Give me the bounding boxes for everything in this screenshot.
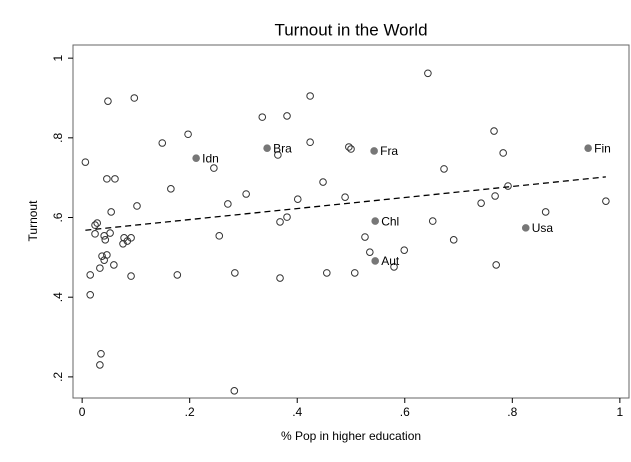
point — [492, 261, 500, 269]
chart-title: Turnout in the World — [274, 20, 427, 39]
point — [541, 208, 550, 216]
fit-line — [85, 176, 606, 231]
point-label: Fra — [380, 144, 398, 158]
point — [276, 274, 284, 282]
x-tick-label: .6 — [400, 405, 410, 419]
point — [371, 257, 379, 265]
point — [283, 112, 291, 120]
point — [106, 229, 114, 237]
point — [93, 219, 101, 227]
point — [477, 199, 485, 207]
point — [390, 263, 398, 271]
point — [263, 144, 271, 152]
point — [361, 233, 369, 241]
point-label: Idn — [202, 151, 219, 165]
point — [86, 291, 95, 299]
point — [323, 269, 331, 277]
x-tick-label: 1 — [617, 405, 624, 419]
point-label: Chl — [381, 214, 399, 228]
point — [293, 195, 302, 203]
point — [97, 349, 105, 358]
point — [96, 264, 104, 272]
point — [184, 130, 192, 139]
point — [103, 175, 111, 183]
point — [107, 208, 115, 216]
point — [491, 192, 499, 200]
point — [230, 387, 239, 395]
y-tick-label: .8 — [51, 133, 65, 143]
point — [210, 164, 218, 172]
point — [127, 234, 135, 242]
point — [521, 224, 530, 232]
point — [370, 147, 378, 155]
point — [345, 143, 353, 151]
point — [130, 94, 139, 102]
point — [242, 190, 250, 198]
point — [91, 230, 99, 238]
y-tick-label: .4 — [51, 292, 65, 302]
point — [602, 197, 610, 205]
x-tick-label: 0 — [79, 405, 86, 419]
point — [274, 151, 282, 159]
point — [103, 251, 111, 259]
x-tick-label: .4 — [292, 405, 302, 419]
point — [81, 158, 90, 166]
point — [86, 271, 95, 279]
point — [173, 271, 182, 279]
x-axis-label: % Pop in higher education — [281, 429, 421, 443]
point — [192, 154, 200, 162]
point — [428, 217, 437, 225]
point — [283, 213, 291, 221]
point — [96, 361, 104, 369]
point — [158, 139, 167, 147]
point — [366, 248, 374, 256]
point — [100, 232, 108, 240]
point — [424, 69, 432, 78]
point — [215, 232, 224, 240]
x-tick-label: .8 — [507, 405, 517, 419]
point — [490, 127, 498, 135]
point — [306, 92, 314, 100]
point — [499, 149, 507, 157]
point — [504, 182, 512, 190]
point-label: Usa — [532, 221, 554, 235]
point — [104, 97, 112, 105]
point — [133, 202, 141, 210]
point — [400, 246, 409, 254]
y-tick-label: 1 — [51, 54, 65, 61]
point — [167, 185, 175, 193]
point — [91, 221, 99, 229]
x-tick-label: .2 — [185, 405, 195, 419]
point-label: Fin — [594, 141, 611, 155]
point — [276, 218, 284, 226]
point — [101, 236, 110, 244]
point-label: Aut — [381, 254, 400, 268]
y-tick-label: .6 — [51, 212, 65, 222]
point — [111, 175, 119, 183]
point — [98, 252, 106, 260]
point — [231, 269, 239, 277]
point — [319, 178, 327, 186]
point-label: Bra — [273, 141, 292, 155]
point — [440, 165, 448, 173]
point — [341, 193, 349, 201]
point — [110, 261, 118, 269]
point — [371, 217, 379, 225]
y-tick-label: .2 — [51, 372, 65, 382]
point — [127, 272, 135, 280]
point — [350, 269, 359, 277]
point — [449, 236, 458, 244]
point — [347, 145, 355, 153]
point — [584, 144, 592, 152]
y-axis-label: Turnout — [26, 200, 40, 242]
point — [224, 200, 232, 208]
plot-frame — [72, 44, 630, 399]
point — [306, 138, 314, 147]
point — [258, 113, 267, 121]
